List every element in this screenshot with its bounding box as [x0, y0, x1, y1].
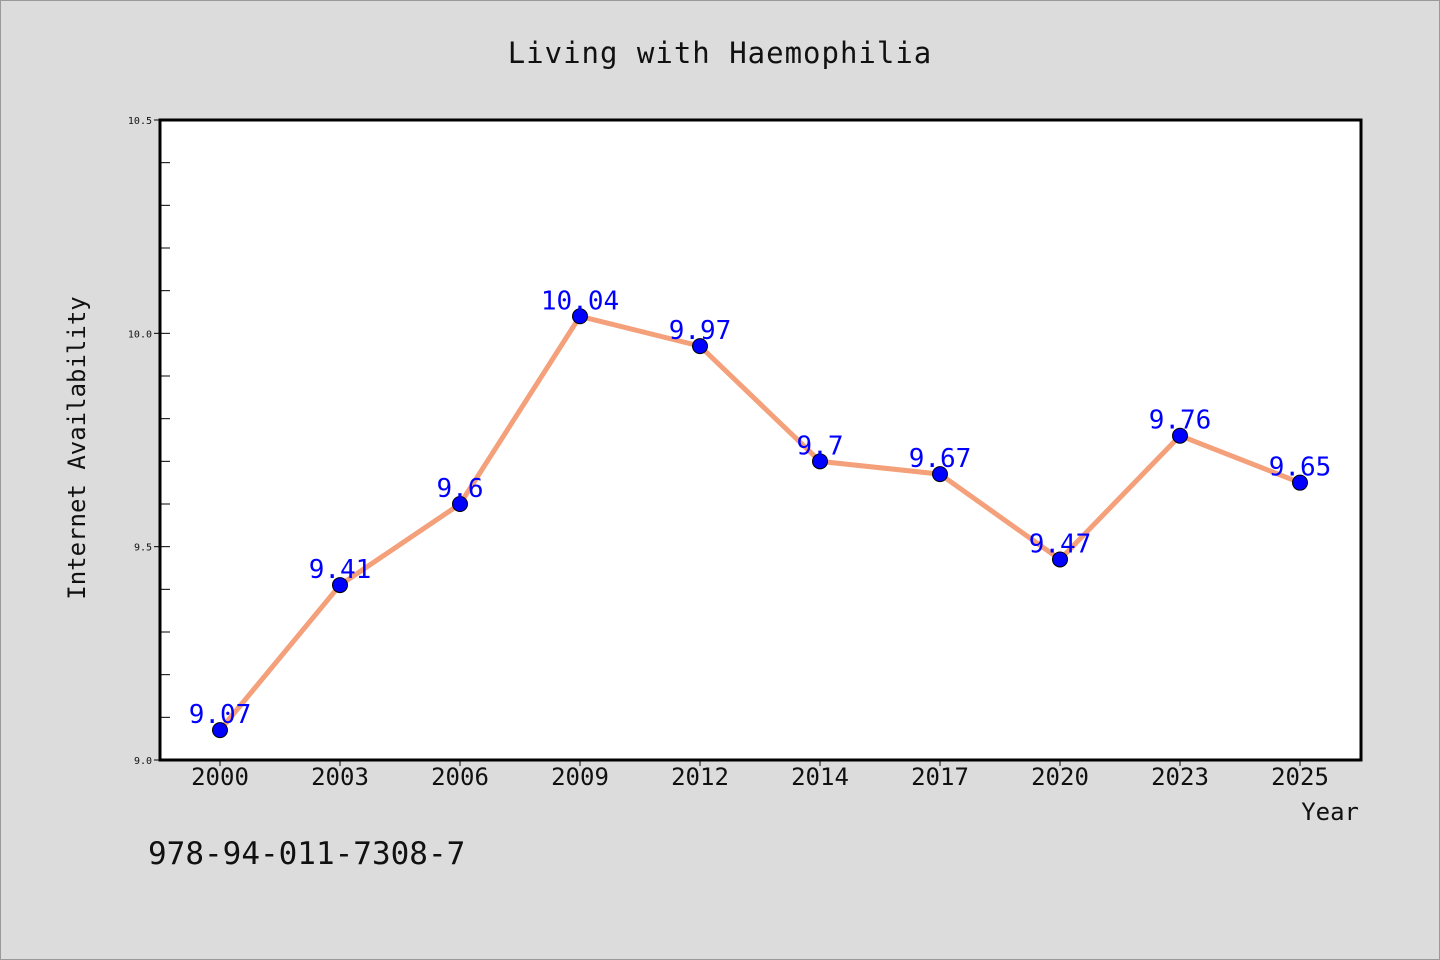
series-line [217, 313, 1303, 733]
x-tick-label: 2009 [551, 763, 609, 791]
x-tick-label: 2014 [791, 763, 849, 791]
data-label: 9.97 [669, 316, 732, 346]
data-label: 9.47 [1029, 529, 1092, 559]
x-tick-label: 2003 [311, 763, 369, 791]
data-label: 9.76 [1149, 406, 1212, 436]
y-axis-label: Internet Availability [63, 296, 91, 599]
x-tick-label: 2017 [911, 763, 969, 791]
data-label: 9.41 [309, 555, 372, 585]
y-tick-label: 9.5 [134, 543, 152, 554]
data-point-marker [932, 466, 948, 483]
data-label: 9.7 [797, 431, 844, 461]
data-label: 9.67 [909, 444, 972, 474]
data-point-marker [212, 722, 228, 739]
y-tick-label: 10.0 [128, 329, 152, 340]
x-tick-label: 2000 [191, 763, 249, 791]
chart-title: Living with Haemophilia [508, 36, 933, 70]
x-axis-label: Year [1301, 798, 1359, 826]
data-label: 10.04 [541, 286, 619, 316]
plot-area [158, 118, 1363, 762]
x-axis: 2000 2003 2006 2009 2012 2014 2017 2020 2023 2025 [191, 760, 1329, 791]
y-tick-label: 10.5 [128, 116, 152, 127]
series-line-layer: 9.07 9.41 9.6 10.04 9.97 9.7 9.67 9.47 9.76 9.65 [189, 286, 1332, 739]
data-point-marker [452, 496, 468, 512]
data-point-marker [812, 453, 828, 470]
x-tick-label: 2006 [431, 763, 489, 791]
data-point-marker [1052, 551, 1068, 568]
data-label: 9.6 [437, 474, 484, 504]
x-tick-label: 2020 [1031, 763, 1089, 791]
x-tick-label: 2012 [671, 763, 729, 791]
y-tick-label: 9.0 [134, 756, 152, 767]
x-tick-label: 2025 [1271, 763, 1329, 791]
isbn-code: 978-94-011-7308-7 [148, 836, 465, 872]
x-tick-label: 2023 [1151, 763, 1209, 791]
data-label: 9.65 [1269, 453, 1332, 483]
data-point-marker [1292, 474, 1308, 491]
data-point-marker [572, 308, 588, 325]
data-point-marker [1172, 427, 1188, 444]
data-label: 9.07 [189, 700, 252, 730]
data-point-marker [332, 577, 348, 594]
data-point-marker [692, 338, 708, 355]
y-axis: 9.0 9.5 10.0 10.5 [128, 116, 170, 767]
